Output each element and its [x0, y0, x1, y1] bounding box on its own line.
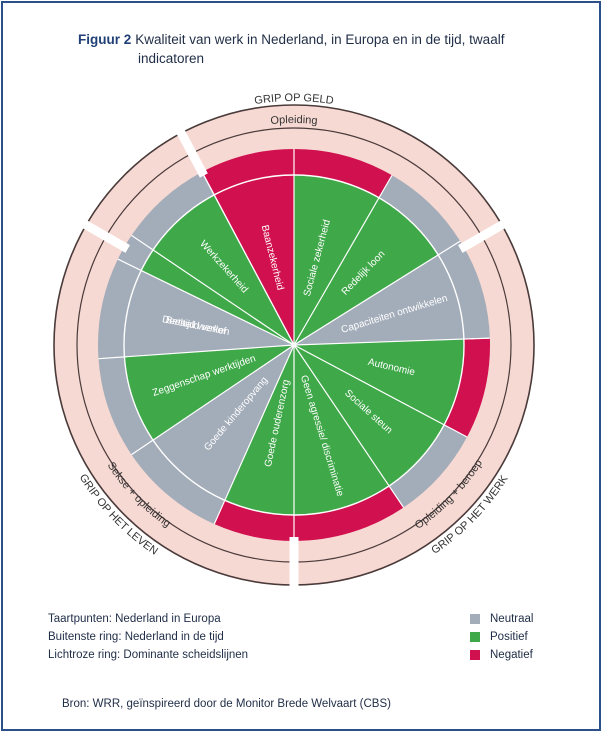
figure-title-line1: Kwaliteit van werk in Nederland, in Euro…: [135, 32, 505, 47]
inner-sector-baanzekerheid: [214, 175, 294, 345]
domain-gap-0: [176, 129, 208, 178]
sector-divider-9: [131, 344, 295, 456]
inner-sector-goede-kinderopvang: [153, 345, 294, 501]
legend-item-neutraal: Neutraal: [470, 610, 533, 628]
divider-group: [82, 129, 506, 587]
legend-explanation: Taartpunten: Nederland in Europa Buitens…: [48, 610, 248, 664]
sector-divider-6: [293, 344, 405, 508]
inner-sector-geen-agressie-discriminatie: [294, 345, 390, 515]
outer-sector-goede-kinderopvang: [131, 440, 225, 525]
sector-divider-2: [293, 174, 393, 346]
legend-line-taartpunten: Taartpunten: Nederland in Europa: [48, 613, 221, 625]
inner-sector-werkzekerheid-b: [153, 194, 294, 345]
sector-divider-8: [213, 344, 295, 525]
swatch-negatief: [470, 650, 480, 660]
sector-divider-11: [117, 258, 295, 346]
inner-sector-capaciteiten-ontwikkelen: [294, 254, 464, 345]
legend-line-buitenste-ring: Buitenste ring: Nederland in de tijd: [48, 631, 224, 643]
sector-group: [98, 149, 490, 541]
domain-gap-2: [82, 220, 130, 253]
outer-sector-capaciteiten-ontwikkelen: [438, 241, 490, 340]
inner-sector-goede-ouderenzorg: [224, 345, 294, 515]
source-note: Bron: WRR, geïnspireerd door de Monitor …: [62, 698, 391, 710]
sector-divider-4: [293, 337, 490, 346]
inner-sector-redelijk-loon: [294, 197, 439, 345]
outer-sector-zeggenschap-werktijden: [98, 356, 154, 455]
sector-divider-13: [201, 171, 295, 346]
band-label-opleiding: Opleiding: [270, 114, 318, 127]
sector-divider-3: [293, 240, 461, 346]
legend-colors: Neutraal Positief Negatief: [470, 610, 533, 664]
figure-title: Figuur 2 Kwaliteit van werk in Nederland,…: [78, 30, 558, 68]
legend-item-negatief: Negatief: [470, 646, 533, 664]
swatch-neutraal: [470, 614, 480, 624]
inner-sector-betaald-verlof: [123, 270, 294, 357]
sector-divider-10: [98, 344, 295, 360]
sector-divider-12: [131, 234, 295, 346]
legend-label-neutraal: Neutraal: [490, 613, 534, 625]
outer-sector-goede-ouderenzorg: [214, 500, 294, 541]
legend-label-negatief: Negatief: [490, 649, 533, 661]
outer-sector-sociale-zekerheid: [294, 149, 392, 198]
inner-sector-sociale-zekerheid: [294, 175, 379, 345]
domain-gap-3: [458, 220, 506, 253]
dashed-divider-3: [98, 356, 125, 360]
outer-sector-redelijk-loon: [379, 175, 461, 255]
outer-sector-betaald-verlof: [98, 259, 142, 359]
outer-sector-autonomie: [444, 338, 490, 438]
outer-sector-werkzekerheid-b: [131, 171, 215, 250]
inner-sector-deeltijd-werken: [141, 249, 294, 345]
swatch-positief: [470, 632, 480, 642]
inner-sector-zeggenschap-werktijden: [124, 345, 294, 441]
sector-divider-5: [293, 344, 468, 438]
inner-sector-sociale-steun: [294, 345, 445, 486]
figure-number: Figuur 2: [78, 32, 132, 47]
outer-sector-sociale-steun: [389, 424, 468, 508]
dashed-divider-2: [131, 439, 154, 456]
legend-label-positief: Positief: [490, 631, 528, 643]
figure-title-line2: indicatoren: [138, 51, 205, 66]
dashed-divider-1: [463, 337, 490, 340]
legend-line-lichtroze-ring: Lichtroze ring: Dominante scheidslijnen: [48, 649, 249, 661]
inner-sector-autonomie: [294, 339, 464, 425]
outer-sector-baanzekerheid: [201, 149, 294, 195]
legend-item-positief: Positief: [470, 628, 533, 646]
outer-sector-geen-agressie-discriminatie: [294, 485, 404, 541]
